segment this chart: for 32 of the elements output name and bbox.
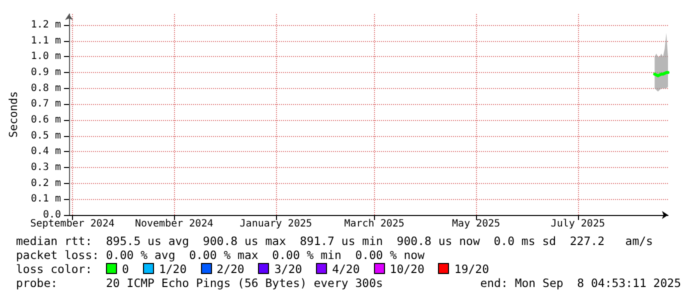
text: 10/20 bbox=[390, 262, 424, 276]
y-tick-label: 0.8 m bbox=[30, 82, 61, 94]
y-tick-label: 1.0 m bbox=[30, 51, 61, 62]
y-tick-label: 0.1 m bbox=[30, 194, 61, 205]
y-tick-label: 0.4 m bbox=[30, 146, 61, 158]
text: loss color: bbox=[16, 262, 94, 276]
y-tick-label: 1.1 m bbox=[30, 35, 61, 46]
text: 0 bbox=[122, 262, 129, 276]
y-tick-label: 1.2 m bbox=[30, 20, 61, 31]
text: 3/20 bbox=[274, 262, 302, 276]
y-tick-label: 0.3 m bbox=[30, 162, 61, 174]
x-tick-label: January 2025 bbox=[240, 218, 312, 230]
y-axis-title: Seconds bbox=[7, 91, 20, 138]
x-tick-label: November 2024 bbox=[134, 218, 214, 230]
text: 19/20 bbox=[454, 262, 490, 276]
y-tick-label: 0.2 m bbox=[30, 178, 61, 189]
text: end: Mon Sep 8 04:53:11 2025 bbox=[480, 276, 681, 290]
text: 4/20 bbox=[332, 262, 360, 276]
x-tick-label: July 2025 bbox=[550, 218, 605, 230]
text: probe: 20 ICMP Echo Pings (56 Bytes) every 300s bbox=[16, 276, 383, 290]
x-tick-label: March 2025 bbox=[344, 218, 404, 230]
y-tick-label: 0.7 m bbox=[30, 98, 61, 110]
text: 2/20 bbox=[216, 262, 244, 276]
text: median rtt: 895.5 us avg 900.8 us max 891.7 us min 900.8 us now 0.0 ms sd 227.2 am/s bbox=[16, 234, 653, 248]
text: packet loss: 0.00 % avg 0.00 % max 0.00 % min 0.00 % now bbox=[16, 248, 424, 262]
x-tick-label: September 2024 bbox=[30, 218, 114, 230]
x-tick-label: May 2025 bbox=[452, 218, 500, 230]
text: 1/20 bbox=[158, 262, 187, 276]
y-tick-label: 0.6 m bbox=[30, 114, 61, 126]
y-tick-label: 0.9 m bbox=[30, 67, 61, 78]
y-tick-label: 0.0 bbox=[42, 210, 61, 220]
y-tick-label: 0.5 m bbox=[30, 130, 61, 142]
